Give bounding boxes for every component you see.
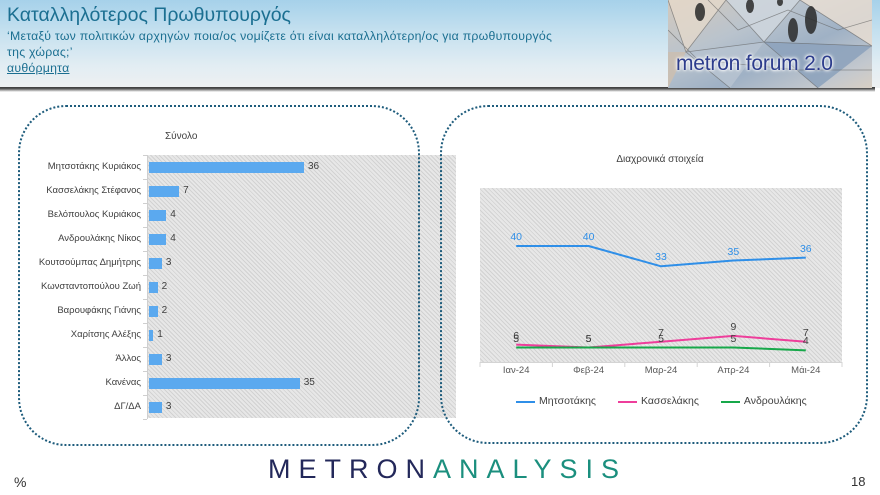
line-chart-legend: Μητσοτάκης Κασσελάκης Ανδρουλάκης <box>516 395 807 408</box>
bar-value-label: 7 <box>183 185 189 196</box>
bar-value-label: 35 <box>303 377 315 388</box>
bar <box>149 305 158 317</box>
bar-value-label: 3 <box>165 353 172 364</box>
logo-photo-graphic <box>668 0 872 88</box>
bar-value-label: 3 <box>165 257 172 268</box>
bar-value-label: 1 <box>157 329 163 340</box>
bar-category-label: Χαρίτσης Αλέξης <box>70 329 141 340</box>
bar-category-label: Βελόπουλος Κυριάκος <box>47 209 141 220</box>
bar-category-label: Βαρουφάκης Γιάνης <box>57 305 141 316</box>
bar-category-label: Κουτσούμπας Δημήτρης <box>38 257 141 268</box>
metron-forum-logo: metron forum 2.0 <box>668 0 872 88</box>
survey-question-line-1: ‘Μεταξύ των πολιτικών αρχηγών ποια/ος νο… <box>7 29 553 43</box>
data-point-label: 40 <box>582 231 595 243</box>
x-axis-label: Μαρ-24 <box>644 365 678 376</box>
bar <box>149 185 180 197</box>
bar <box>149 401 162 413</box>
data-point-label: 6 <box>513 329 520 342</box>
bar-category-label: Κωνσταντοπούλου Ζωή <box>40 281 141 292</box>
bar <box>149 209 167 221</box>
legend-label: Μητσοτάκης <box>539 395 596 407</box>
data-point-label: 5 <box>513 332 520 345</box>
data-point-label: 7 <box>658 326 664 339</box>
survey-question-line-2: της χώρας;’ <box>7 45 73 59</box>
page-number: 18 <box>851 474 866 489</box>
data-point-label: 4 <box>802 335 809 348</box>
bar <box>149 329 154 341</box>
bar <box>149 353 162 365</box>
legend-line-icon <box>720 400 740 403</box>
bar-value-label: 3 <box>165 401 172 412</box>
y-axis-line <box>147 155 148 419</box>
bar <box>149 377 300 389</box>
bar-value-label: 36 <box>308 161 320 172</box>
axis-tick <box>143 179 147 180</box>
legend-line-icon <box>617 400 637 403</box>
data-point-label: 33 <box>655 251 667 264</box>
logo-text: metron forum 2.0 <box>676 52 833 75</box>
bar <box>149 233 167 245</box>
legend-label: Κασσελάκης <box>640 395 699 407</box>
axis-tick <box>143 251 147 252</box>
axis-tick <box>143 155 147 156</box>
bar <box>149 257 162 269</box>
line-chart-title: Διαχρονικά στοιχεία <box>616 154 704 165</box>
data-point-label: 9 <box>730 320 737 333</box>
axis-tick <box>143 419 147 420</box>
axis-tick <box>143 347 147 348</box>
legend-line-icon <box>516 400 535 403</box>
page-title: Καταλληλότερος Πρωθυπουργός <box>7 4 291 26</box>
axis-tick <box>143 299 147 300</box>
axis-tick <box>143 323 147 324</box>
bar-value-label: 4 <box>170 209 176 220</box>
x-axis-label: Απρ-24 <box>717 365 750 376</box>
legend-item[interactable]: Ανδρουλάκης <box>720 395 807 408</box>
spontaneous-note-link[interactable]: αυθόρμητα <box>7 61 70 75</box>
bar-chart-title: Σύνολο <box>165 131 198 142</box>
data-point-label: 5 <box>730 332 737 345</box>
brand-text-analysis: ANALYSIS <box>433 454 628 484</box>
bar <box>149 281 158 293</box>
legend-item[interactable]: Κασσελάκης <box>617 395 699 408</box>
axis-tick <box>143 395 147 396</box>
data-point-label: 5 <box>585 332 592 345</box>
data-point-label: 40 <box>510 231 523 243</box>
bar-category-label: Ανδρουλάκης Νίκος <box>58 233 141 244</box>
bar-category-label: Μητσοτάκης Κυριάκος <box>47 161 141 172</box>
metron-analysis-logo: METRONANALYSIS <box>268 453 627 485</box>
legend-label: Ανδρουλάκης <box>743 395 807 407</box>
bar-chart-plot-area <box>147 155 456 418</box>
bar-value-label: 2 <box>161 305 168 316</box>
bar-category-label: ΔΓ/ΔΑ <box>114 401 141 412</box>
data-point-label: 5 <box>658 332 664 345</box>
data-point-label: 36 <box>799 242 812 255</box>
legend-item[interactable]: Μητσοτάκης <box>516 395 596 408</box>
bar-value-label: 4 <box>170 233 176 244</box>
x-axis-label: Ιαν-24 <box>502 365 530 376</box>
axis-tick <box>143 371 147 372</box>
brand-text-metron: METRON <box>268 454 433 484</box>
axis-tick <box>143 203 147 204</box>
axis-tick <box>143 275 147 276</box>
x-axis-label: Μάι-24 <box>791 365 821 376</box>
unit-label: % <box>14 474 27 490</box>
x-axis-label: Φεβ-24 <box>573 365 605 376</box>
bar-category-label: Κανένας <box>105 377 141 388</box>
data-point-label: 5 <box>585 332 592 345</box>
bar-value-label: 2 <box>161 281 168 292</box>
bar <box>149 161 304 173</box>
header-divider <box>0 87 875 92</box>
bar-category-label: Κασσελάκης Στέφανος <box>46 185 141 196</box>
line-chart-plot-area <box>480 188 842 362</box>
axis-tick <box>143 227 147 228</box>
bar-category-label: Άλλος <box>115 353 141 364</box>
data-point-label: 35 <box>727 245 740 258</box>
data-point-label: 7 <box>802 326 809 339</box>
